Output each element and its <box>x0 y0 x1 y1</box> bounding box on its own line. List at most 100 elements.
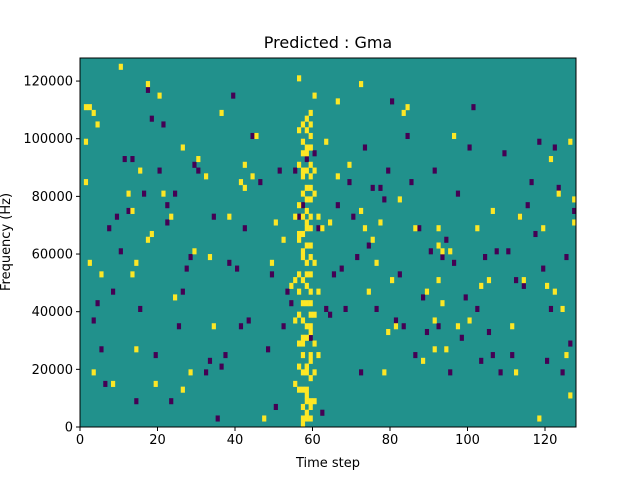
heatmap-cell-high <box>95 121 100 128</box>
heatmap-cell-high <box>300 334 306 341</box>
heatmap-cell-high <box>510 323 515 330</box>
heatmap-cell-low <box>231 92 236 99</box>
chart-title: Predicted : Gma <box>264 33 392 52</box>
heatmap-cell-high <box>304 242 309 249</box>
heatmap-cell-high <box>308 173 313 180</box>
heatmap-cell-high <box>304 392 309 399</box>
heatmap-cell-high <box>436 225 441 232</box>
heatmap-cell-high <box>413 225 418 232</box>
heatmap-cell-low <box>215 415 220 422</box>
heatmap-cell-low <box>161 121 166 128</box>
heatmap-cell-high <box>227 213 232 220</box>
y-axis: 0 20000 40000 60000 80000 100000 120000 <box>23 75 80 436</box>
heatmap-cell-high <box>308 254 313 261</box>
heatmap-cell-low <box>548 305 554 312</box>
heatmap-cell-high <box>405 104 410 111</box>
heatmap-cell-low <box>413 352 418 359</box>
heatmap-cell-low <box>498 369 503 376</box>
heatmap-cell-high <box>514 369 519 376</box>
heatmap-cell-high <box>219 109 224 116</box>
heatmap-cell-low <box>246 317 251 324</box>
heatmap-cell-low <box>289 300 294 307</box>
heatmap-cell-high <box>308 311 313 318</box>
heatmap-cell-low <box>490 352 495 359</box>
heatmap-cell-high <box>308 132 313 140</box>
y-tick-label: 40000 <box>32 305 73 320</box>
heatmap-cell-low <box>502 150 507 157</box>
heatmap-cell-high <box>308 328 313 336</box>
heatmap-cell-high <box>262 415 267 422</box>
heatmap-cell-high <box>362 225 368 232</box>
heatmap-cell-high <box>308 225 313 232</box>
heatmap-cell-low <box>273 403 278 411</box>
heatmap-cell-high <box>196 156 201 163</box>
heatmap-cell-high <box>300 340 306 347</box>
heatmap-cell-low <box>219 363 224 370</box>
heatmap-cell-low <box>339 265 344 272</box>
heatmap-cell-high <box>393 323 399 330</box>
heatmap-cell-low <box>475 305 480 312</box>
heatmap-cell-low <box>525 202 530 209</box>
heatmap-cell-high <box>83 179 89 186</box>
heatmap-cell-high <box>304 144 309 151</box>
heatmap-cell-high <box>87 104 92 111</box>
heatmap-cell-low <box>471 104 476 111</box>
x-axis-label: Time step <box>295 456 360 471</box>
heatmap-cell-low <box>521 282 526 289</box>
heatmap-cell-high <box>242 184 247 191</box>
heatmap-cell-high <box>440 248 445 255</box>
heatmap-cell-high <box>308 352 313 359</box>
heatmap-cell-low <box>537 138 542 145</box>
plot-frame <box>79 57 577 428</box>
heatmap-cell-high <box>316 288 321 295</box>
heatmap-cell-high <box>269 259 275 266</box>
heatmap-cell-high <box>308 184 313 191</box>
heatmap-cell-low <box>180 288 185 295</box>
heatmap-cell-low <box>432 167 437 174</box>
heatmap-cell-high <box>382 369 387 376</box>
heatmap-cell-high <box>366 288 371 295</box>
heatmap-cell-low <box>266 346 271 353</box>
heatmap-cell-high <box>293 380 298 387</box>
x-tick-label: 20 <box>149 433 166 448</box>
heatmap-cell-high <box>297 230 302 238</box>
heatmap-cell-high <box>475 225 480 232</box>
heatmap-cell-high <box>300 248 306 255</box>
heatmap-cell-low <box>401 323 406 330</box>
heatmap-cell-high <box>300 386 306 393</box>
heatmap-cell-high <box>304 334 309 341</box>
heatmap-cell-low <box>514 277 519 284</box>
heatmap-cell-high <box>83 104 89 111</box>
heatmap-cell-high <box>192 248 197 255</box>
heatmap-cell-low <box>223 352 228 359</box>
heatmap-cell-high <box>134 346 139 353</box>
heatmap-cell-high <box>300 421 306 428</box>
heatmap-cell-low <box>153 352 158 359</box>
heatmap-cell-high <box>467 317 472 324</box>
heatmap-cell-low <box>269 271 275 278</box>
heatmap-cell-high <box>300 369 306 376</box>
heatmap-cell-low <box>448 369 453 376</box>
heatmap-cell-high <box>281 236 286 243</box>
heatmap-cell-high <box>308 196 313 203</box>
heatmap-cell-low <box>409 179 414 186</box>
heatmap-cell-low <box>122 156 127 163</box>
heatmap-cell-high <box>87 259 92 266</box>
heatmap-cell-low <box>397 271 402 278</box>
heatmap-cell-high <box>297 127 302 134</box>
heatmap-cell-high <box>153 380 158 387</box>
heatmap-cell-high <box>118 63 123 70</box>
heatmap-cell-high <box>548 156 554 163</box>
heatmap-background <box>80 58 576 427</box>
heatmap-cell-low <box>382 196 387 203</box>
heatmap-cell-high <box>304 225 309 232</box>
heatmap-cell-low <box>103 380 108 387</box>
heatmap-cell-high <box>308 242 313 249</box>
heatmap-cell-high <box>572 219 577 226</box>
heatmap-cell-low <box>529 179 534 186</box>
heatmap-cell-high <box>304 207 309 214</box>
heatmap-cell-low <box>328 311 333 318</box>
heatmap-cell-high <box>300 138 306 145</box>
heatmap-cell-low <box>444 236 449 243</box>
heatmap-cell-high <box>304 323 309 330</box>
